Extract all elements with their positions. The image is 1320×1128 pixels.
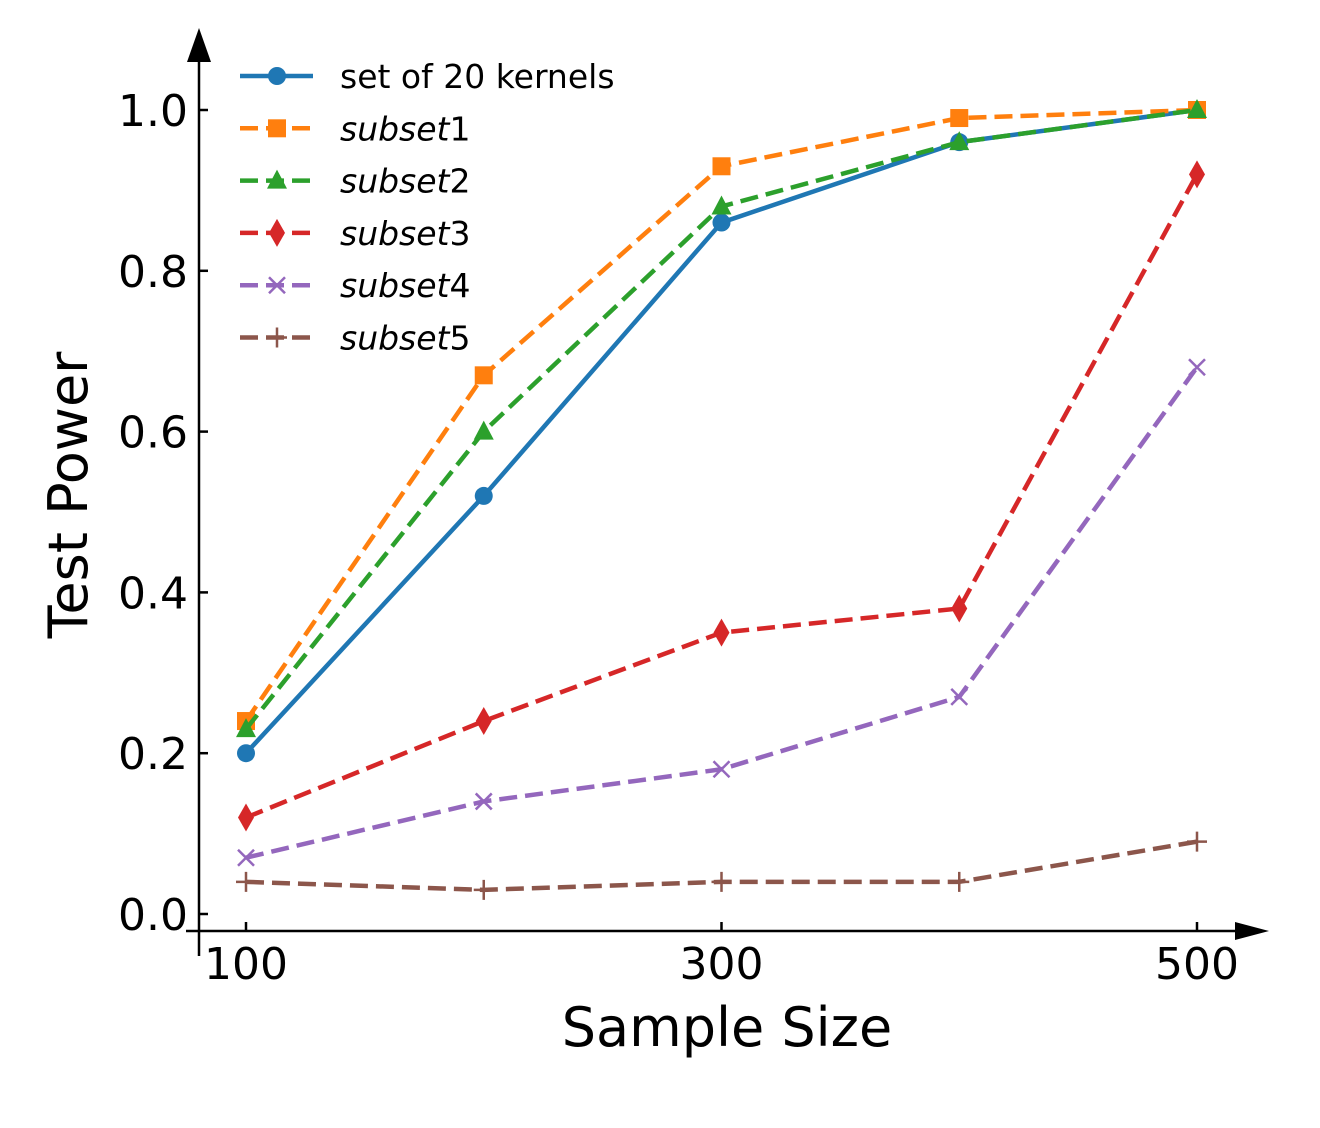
x-axis-arrow-icon <box>1235 922 1269 940</box>
data-point-diamond <box>475 707 492 736</box>
data-point-x <box>237 848 255 867</box>
x-ticks: 100 300 500 <box>204 922 1239 990</box>
data-point-diamond <box>713 618 730 647</box>
y-tick-label: 1.0 <box>118 86 188 137</box>
legend-label: subset3 <box>340 214 471 253</box>
legend-label: subset4 <box>340 266 471 305</box>
data-point-x <box>950 688 969 706</box>
data-point-x <box>1188 358 1206 377</box>
data-point-triangle <box>236 718 256 738</box>
legend-marker-x <box>268 276 286 295</box>
legend-label-base: subset <box>340 109 451 148</box>
legend-label: set of 20 kernels <box>340 57 615 96</box>
data-point-plus <box>473 879 494 900</box>
legend-label: subset1 <box>340 109 471 148</box>
legend-label-index: 3 <box>450 214 471 253</box>
legend-marker-diamond <box>269 218 285 247</box>
data-point-triangle <box>1187 99 1207 118</box>
y-tick-label: 0.6 <box>118 408 188 459</box>
legend-marker-triangle <box>267 169 287 189</box>
y-axis-label: Test Power <box>37 351 100 640</box>
y-ticks: 0.0 0.2 0.4 0.6 0.8 1.0 <box>118 86 208 941</box>
data-point-plus <box>711 871 732 892</box>
data-point-square <box>712 157 731 176</box>
axes <box>186 28 1269 956</box>
y-tick-label: 0.4 <box>118 568 188 619</box>
legend-label-index: 4 <box>450 266 471 305</box>
legend-label-base: subset <box>340 266 451 305</box>
data-point-triangle <box>473 420 494 440</box>
legend-item: subset3 <box>240 214 471 253</box>
y-axis-arrow-icon <box>187 28 211 62</box>
legend-label: subset5 <box>340 319 471 358</box>
legend-label-index: 1 <box>450 109 471 148</box>
data-point-diamond <box>951 594 968 623</box>
legend-item: subset1 <box>240 109 471 148</box>
plot-area <box>236 99 1207 900</box>
legend-label-index: 2 <box>450 162 471 201</box>
data-point-diamond <box>1189 160 1205 189</box>
data-point-plus <box>236 871 256 892</box>
legend-label-base: subset <box>340 162 451 201</box>
data-point-x <box>712 760 731 779</box>
legend-item: subset4 <box>240 266 471 305</box>
data-point-circle <box>712 213 731 232</box>
legend-label-base: set of 20 kernels <box>340 57 615 96</box>
legend-marker-plus <box>267 327 287 348</box>
legend-label: subset2 <box>340 162 471 201</box>
data-point-plus <box>949 871 970 892</box>
legend-item: set of 20 kernels <box>240 57 615 96</box>
data-point-plus <box>1187 831 1207 852</box>
data-point-diamond <box>238 803 254 832</box>
legend: set of 20 kernelssubset1subset2subset3su… <box>240 57 615 358</box>
x-tick-label: 100 <box>204 939 288 990</box>
data-point-triangle <box>711 195 732 215</box>
data-point-square <box>474 366 493 385</box>
legend-marker-circle <box>268 67 286 85</box>
y-tick-label: 0.2 <box>118 729 188 780</box>
legend-item: subset2 <box>240 162 471 201</box>
legend-marker-square <box>268 119 286 138</box>
legend-label-base: subset <box>340 319 451 358</box>
x-tick-label: 300 <box>680 939 764 990</box>
data-point-triangle <box>949 131 970 151</box>
data-point-square <box>950 109 969 128</box>
y-tick-label: 0.8 <box>118 247 188 298</box>
data-point-circle <box>474 486 493 505</box>
x-tick-label: 500 <box>1155 939 1239 990</box>
legend-label-base: subset <box>340 214 451 253</box>
y-tick-label: 0.0 <box>118 890 188 941</box>
series-subset5 <box>236 831 1207 900</box>
data-point-x <box>474 792 493 811</box>
legend-item: subset5 <box>240 319 471 358</box>
series-line <box>245 365 1199 860</box>
series-subset1 <box>237 101 1206 731</box>
data-point-circle <box>237 744 255 763</box>
series-subset4 <box>237 358 1206 867</box>
x-axis-label: Sample Size <box>562 996 893 1059</box>
series-subset2 <box>236 99 1207 738</box>
series-subset3 <box>238 160 1205 832</box>
legend-label-index: 5 <box>450 319 471 358</box>
